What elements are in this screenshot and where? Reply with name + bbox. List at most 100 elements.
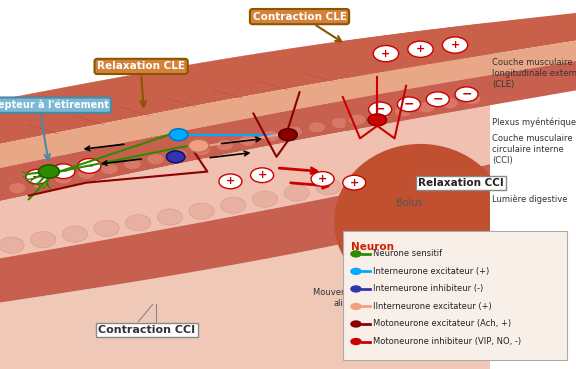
Text: Plexus myéntérique: Plexus myéntérique <box>492 117 576 127</box>
Circle shape <box>262 131 279 142</box>
Polygon shape <box>490 0 576 369</box>
Polygon shape <box>0 146 576 303</box>
Text: Couche musculaire
circulaire interne
(CCI): Couche musculaire circulaire interne (CC… <box>492 134 573 165</box>
Circle shape <box>124 158 141 169</box>
Circle shape <box>62 226 88 242</box>
Circle shape <box>372 110 389 121</box>
Polygon shape <box>0 90 576 258</box>
Circle shape <box>369 102 392 117</box>
Text: −: − <box>84 159 94 172</box>
Text: −: − <box>433 93 443 106</box>
Circle shape <box>408 41 433 57</box>
Text: Relaxation CLE: Relaxation CLE <box>97 61 185 72</box>
Circle shape <box>52 164 75 179</box>
Circle shape <box>350 303 362 310</box>
Circle shape <box>55 173 72 184</box>
Circle shape <box>147 154 164 165</box>
Polygon shape <box>0 192 576 369</box>
Circle shape <box>373 45 399 62</box>
Text: +: + <box>381 49 391 59</box>
Circle shape <box>343 175 366 190</box>
Circle shape <box>239 135 256 146</box>
Circle shape <box>331 117 348 128</box>
Circle shape <box>193 144 210 155</box>
Circle shape <box>455 87 478 101</box>
Circle shape <box>377 109 395 120</box>
Polygon shape <box>346 0 576 41</box>
Polygon shape <box>346 61 576 131</box>
Circle shape <box>219 174 242 189</box>
Text: Bolus: Bolus <box>396 198 422 208</box>
Circle shape <box>311 172 334 186</box>
Circle shape <box>418 102 435 113</box>
Circle shape <box>39 165 59 178</box>
Polygon shape <box>346 41 576 100</box>
Circle shape <box>216 140 233 151</box>
Circle shape <box>189 203 214 219</box>
Text: Couche musculaire
longitudinale externe
(CLE): Couche musculaire longitudinale externe … <box>492 58 576 89</box>
Text: +: + <box>318 174 327 184</box>
Circle shape <box>188 139 209 152</box>
Circle shape <box>285 126 302 137</box>
Polygon shape <box>0 61 576 201</box>
Text: Neurone sensitif: Neurone sensitif <box>373 249 442 258</box>
Circle shape <box>279 129 297 141</box>
Circle shape <box>350 268 362 275</box>
Polygon shape <box>0 0 576 100</box>
Text: −: − <box>461 88 472 101</box>
Ellipse shape <box>334 144 507 299</box>
Text: +: + <box>350 177 359 188</box>
Circle shape <box>308 122 325 133</box>
Circle shape <box>126 215 151 231</box>
Text: IInterneurone excitateur (+): IInterneurone excitateur (+) <box>373 302 492 311</box>
Circle shape <box>31 231 56 248</box>
Circle shape <box>442 37 468 53</box>
Circle shape <box>170 149 187 160</box>
Text: Interneurone inhibiteur (-): Interneurone inhibiteur (-) <box>373 284 483 293</box>
Text: +: + <box>257 170 267 180</box>
Text: Mouvement du bolus
alimentaire: Mouvement du bolus alimentaire <box>313 288 401 308</box>
Polygon shape <box>0 13 576 144</box>
Circle shape <box>397 97 420 112</box>
Polygon shape <box>346 13 576 78</box>
Text: Contraction CCI: Contraction CCI <box>98 325 195 335</box>
Circle shape <box>0 237 24 254</box>
Polygon shape <box>0 41 576 168</box>
Text: +: + <box>450 40 460 50</box>
Text: Neuron: Neuron <box>351 242 395 252</box>
Text: Relaxation CCI: Relaxation CCI <box>418 177 503 188</box>
Circle shape <box>94 220 119 237</box>
Circle shape <box>350 338 362 345</box>
Circle shape <box>101 163 118 174</box>
Circle shape <box>252 191 278 207</box>
Text: −: − <box>375 103 385 116</box>
Circle shape <box>157 209 183 225</box>
Circle shape <box>251 168 274 183</box>
Circle shape <box>423 101 441 112</box>
Circle shape <box>395 106 412 117</box>
Circle shape <box>446 97 464 108</box>
Circle shape <box>368 114 386 126</box>
Text: Récepteur à l'étirement: Récepteur à l'étirement <box>0 100 109 110</box>
Circle shape <box>9 183 26 194</box>
Text: +: + <box>226 176 235 186</box>
Circle shape <box>350 250 362 258</box>
Text: Contraction CLE: Contraction CLE <box>252 11 347 22</box>
Circle shape <box>350 320 362 328</box>
Circle shape <box>348 114 366 125</box>
Text: +: + <box>416 44 425 54</box>
Circle shape <box>169 129 188 141</box>
Polygon shape <box>0 0 576 100</box>
Text: Motoneurone excitateur (Ach, +): Motoneurone excitateur (Ach, +) <box>373 320 511 328</box>
Circle shape <box>464 94 481 105</box>
Circle shape <box>426 92 449 107</box>
Circle shape <box>469 93 487 104</box>
Circle shape <box>221 197 246 213</box>
Text: Motoneurone inhibiteur (VIP, NO, -): Motoneurone inhibiteur (VIP, NO, -) <box>373 337 521 346</box>
Text: −: − <box>58 165 69 178</box>
Circle shape <box>379 166 404 182</box>
Circle shape <box>316 179 341 195</box>
Circle shape <box>26 169 49 184</box>
Circle shape <box>32 178 49 189</box>
Text: Interneurone excitateur (+): Interneurone excitateur (+) <box>373 267 490 276</box>
